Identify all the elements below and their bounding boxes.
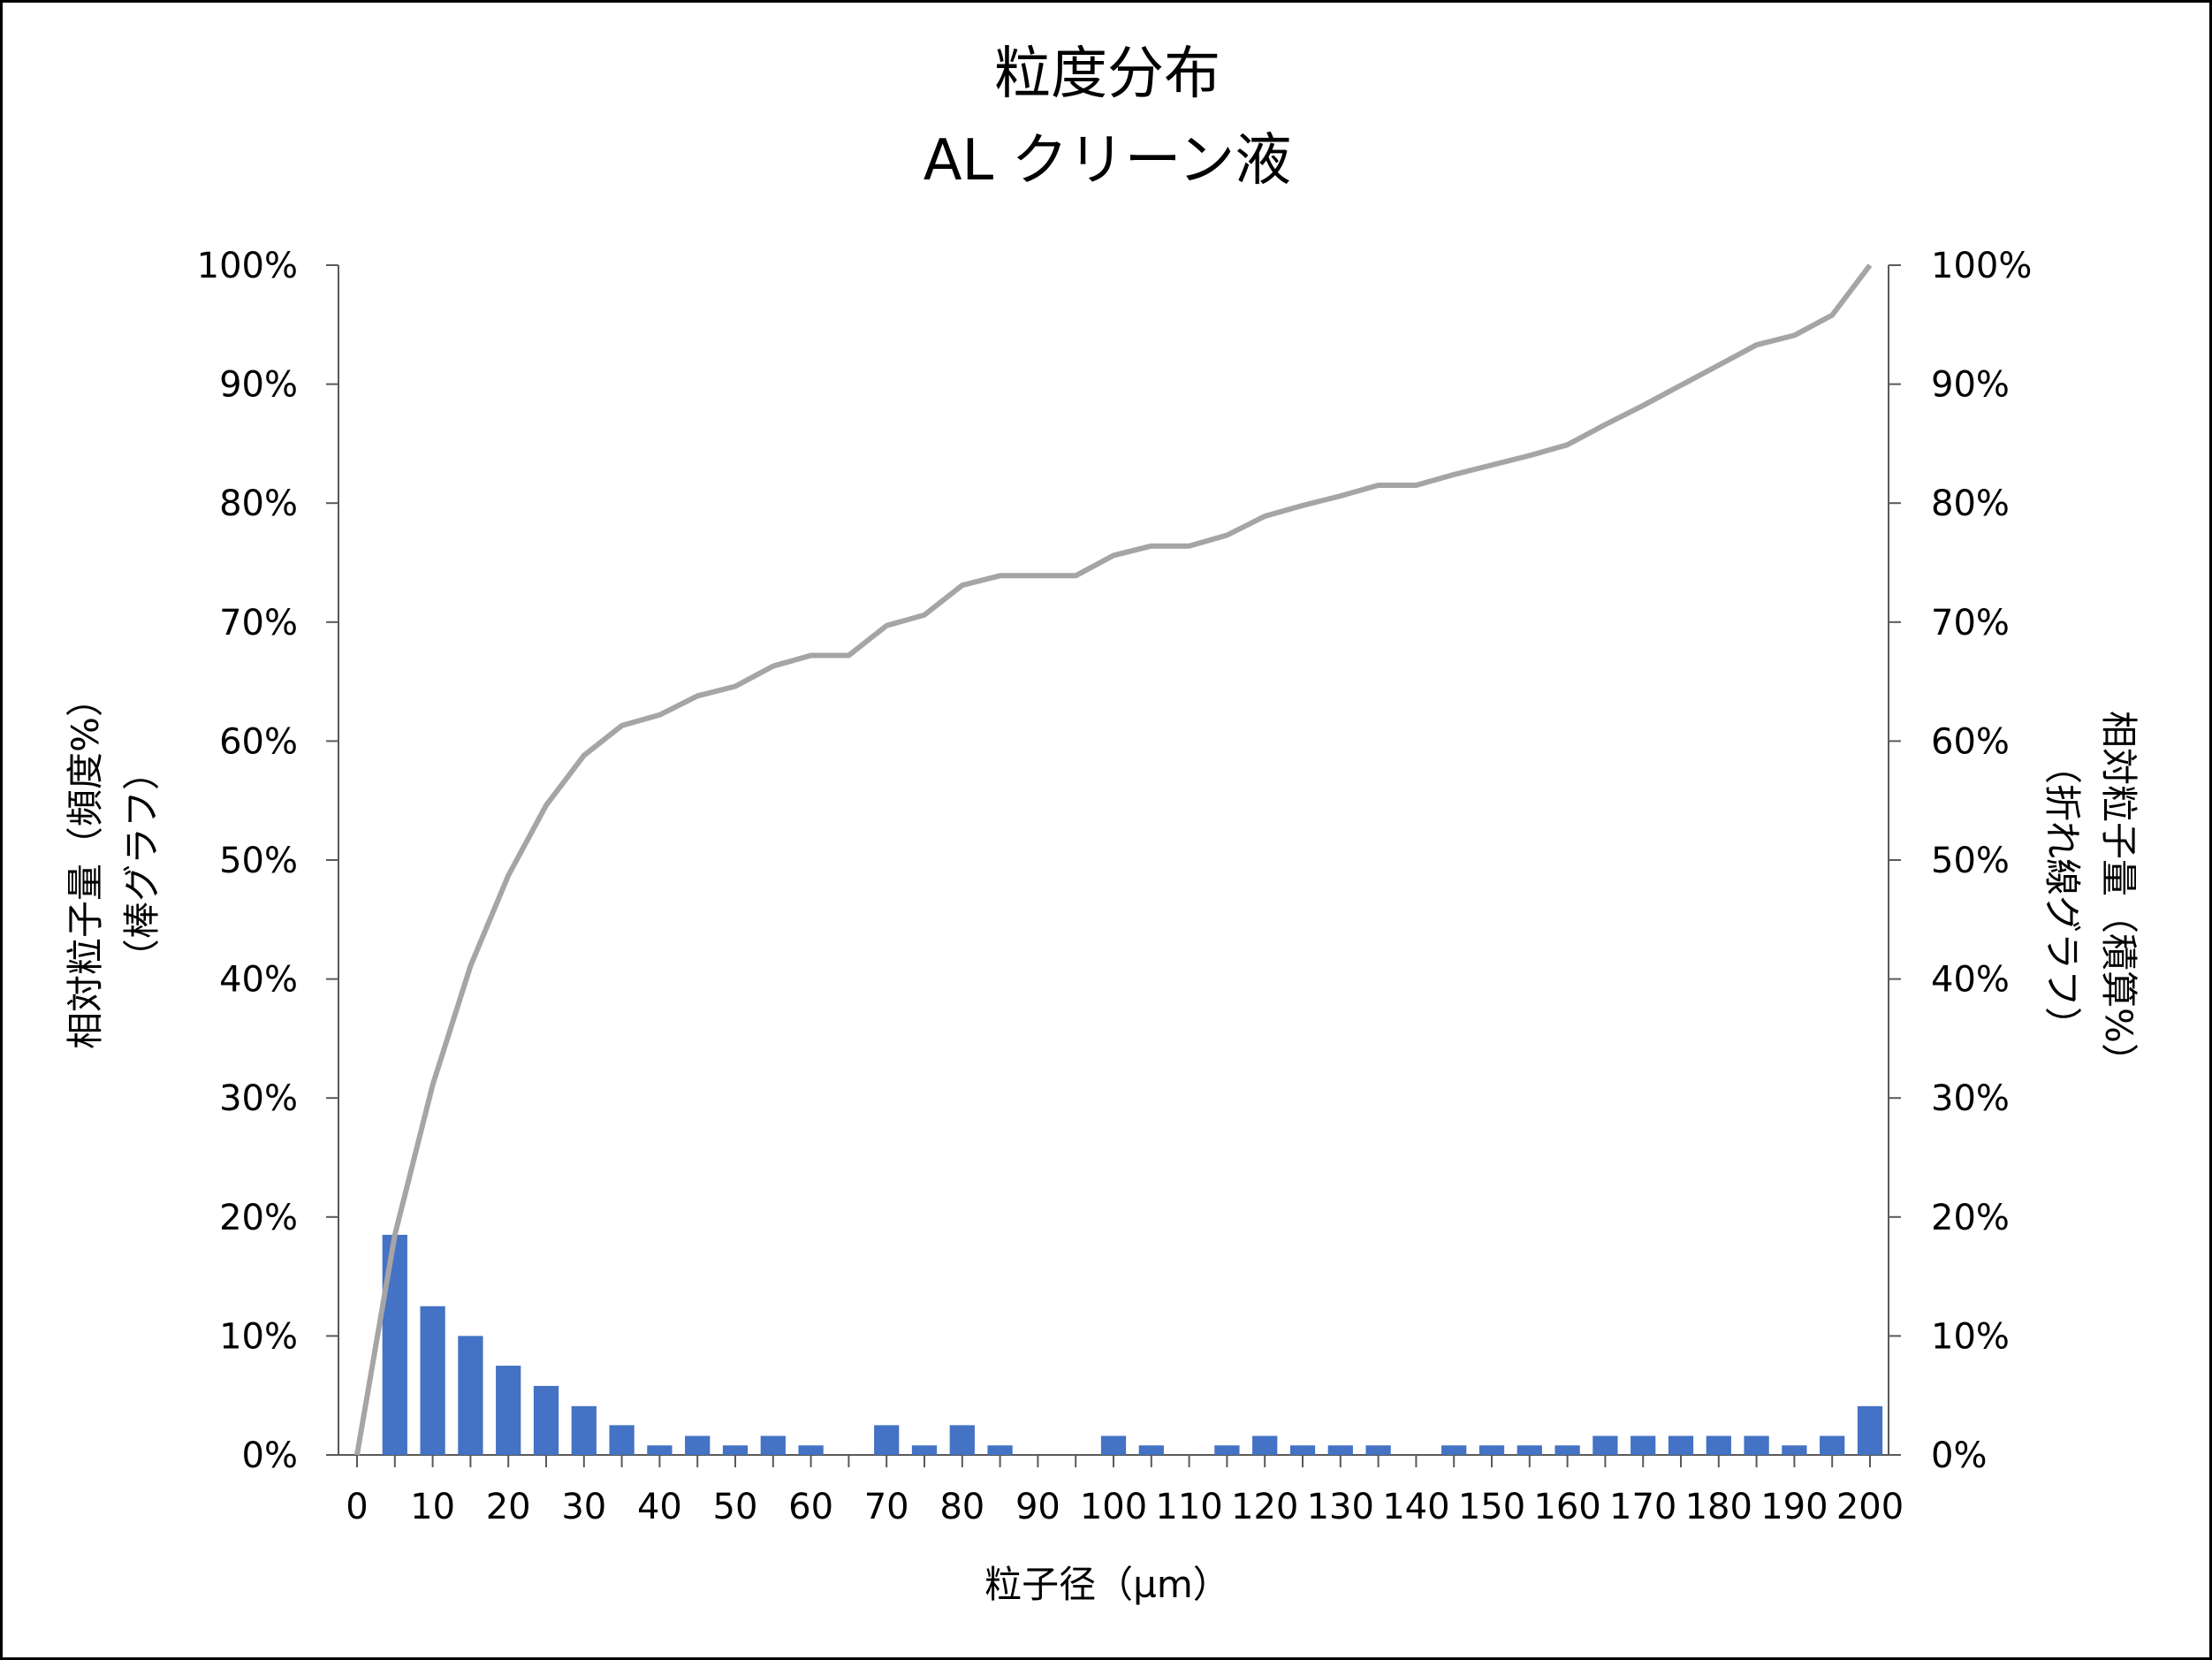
y-axis-title-right-line1: 相対粒子量（積算%） — [2097, 711, 2140, 1080]
chart-subtitle: AL クリーン液 — [924, 128, 1292, 194]
y-tick-labels-left: 0% 10% 20% 30% 40% 50% 60% 70% 80% 90% 100% — [197, 246, 298, 1476]
y-tick-label-right: 40% — [1931, 960, 2010, 1001]
x-tick-label: 100 — [1080, 1487, 1147, 1527]
x-tick-label: 120 — [1231, 1487, 1298, 1527]
bar — [1516, 1445, 1542, 1455]
y-tick-label-left: 50% — [219, 841, 298, 881]
bar — [1706, 1435, 1731, 1455]
bar — [533, 1385, 559, 1455]
y-axis-title-left-line1: 相対粒子量（頻度%） — [64, 680, 107, 1049]
y-tick-label-right: 0% — [1931, 1435, 1987, 1476]
x-tick-label: 180 — [1685, 1487, 1752, 1527]
x-tick-label: 20 — [486, 1487, 531, 1527]
y-tick-label-left: 40% — [219, 960, 298, 1001]
y-axis-title-right-line2: （折れ線グラフ） — [2041, 747, 2084, 1044]
bar — [685, 1435, 711, 1455]
x-tick-label: 110 — [1155, 1487, 1222, 1527]
y-tick-label-left: 30% — [219, 1078, 298, 1119]
bar — [1820, 1435, 1845, 1455]
axes — [326, 264, 1901, 1467]
bar — [1441, 1445, 1467, 1455]
bar — [798, 1445, 824, 1455]
bar — [949, 1425, 975, 1455]
y-tick-label-right: 30% — [1931, 1078, 2010, 1119]
x-axis-title: 粒子径（µm） — [984, 1563, 1230, 1606]
x-tick-label: 150 — [1458, 1487, 1525, 1527]
y-tick-label-left: 100% — [197, 246, 298, 286]
bar — [1252, 1435, 1278, 1455]
bar — [647, 1445, 673, 1455]
y-tick-label-right: 100% — [1931, 246, 2032, 286]
y-tick-label-left: 80% — [219, 484, 298, 524]
bar — [722, 1445, 749, 1455]
bar — [458, 1336, 483, 1455]
bar — [1289, 1445, 1316, 1455]
y-tick-label-right: 10% — [1931, 1316, 2010, 1357]
y-axis-title-left-line2: （棒グラフ） — [120, 753, 163, 976]
y-tick-label-left: 60% — [219, 721, 298, 762]
y-tick-label-left: 90% — [219, 365, 298, 406]
y-tick-label-right: 70% — [1931, 603, 2010, 643]
y-tick-label-left: 10% — [219, 1316, 298, 1357]
bar — [1214, 1445, 1240, 1455]
bar — [1554, 1445, 1580, 1455]
bar — [420, 1306, 445, 1455]
x-tick-label: 0 — [346, 1487, 368, 1527]
y-tick-label-right: 50% — [1931, 841, 2010, 881]
bar — [571, 1405, 597, 1455]
cumulative-line — [354, 263, 1873, 1456]
bar — [382, 1234, 407, 1455]
x-tick-label: 140 — [1382, 1487, 1449, 1527]
bar — [987, 1445, 1013, 1455]
y-tick-label-right: 60% — [1931, 721, 2010, 762]
x-tick-label: 60 — [788, 1487, 833, 1527]
chart-svg: 粒度分布 AL クリーン液 0 10 20 30 40 50 60 70 80 90 100 110 1… — [64, 42, 2140, 1606]
x-tick-label: 200 — [1836, 1487, 1904, 1527]
x-tick-label: 190 — [1760, 1487, 1828, 1527]
bar — [1592, 1435, 1618, 1455]
y-tick-label-right: 20% — [1931, 1198, 2010, 1238]
bar — [760, 1435, 786, 1455]
y-tick-labels-right: 0% 10% 20% 30% 40% 50% 60% 70% 80% 90% 100% — [1931, 246, 2032, 1476]
x-tick-label: 50 — [713, 1487, 758, 1527]
bar — [1782, 1445, 1807, 1455]
x-tick-label: 30 — [561, 1487, 606, 1527]
bar — [1365, 1445, 1391, 1455]
y-axis-title-right: 相対粒子量（積算%） （折れ線グラフ） — [2041, 711, 2140, 1080]
x-tick-labels: 0 10 20 30 40 50 60 70 80 90 100 110 120 130 140 150 160… — [346, 1487, 1904, 1527]
y-tick-label-right: 80% — [1931, 484, 2010, 524]
bar — [1668, 1435, 1694, 1455]
x-tick-label: 90 — [1015, 1487, 1060, 1527]
y-axis-title-left: 相対粒子量（頻度%） （棒グラフ） — [64, 680, 163, 1049]
bar — [496, 1366, 521, 1455]
bar — [1478, 1445, 1505, 1455]
y-tick-label-left: 70% — [219, 603, 298, 643]
bar — [911, 1445, 938, 1455]
bar — [1857, 1405, 1883, 1455]
x-tick-label: 160 — [1533, 1487, 1600, 1527]
x-tick-label: 80 — [939, 1487, 984, 1527]
bar — [1744, 1435, 1769, 1455]
x-tick-label: 70 — [864, 1487, 909, 1527]
line-series — [354, 263, 1873, 1456]
chart-title: 粒度分布 — [994, 42, 1220, 107]
x-tick-label: 130 — [1307, 1487, 1374, 1527]
bar — [1100, 1435, 1127, 1455]
x-tick-label: 170 — [1609, 1487, 1676, 1527]
x-tick-label: 40 — [637, 1487, 682, 1527]
bar — [1630, 1435, 1656, 1455]
y-tick-label-left: 0% — [242, 1435, 298, 1476]
bar — [874, 1425, 900, 1455]
bar — [609, 1425, 635, 1455]
bar-series — [382, 1234, 1883, 1455]
x-tick-label: 10 — [410, 1487, 455, 1527]
bar — [1138, 1445, 1164, 1455]
y-tick-label-right: 90% — [1931, 365, 2010, 406]
y-tick-label-left: 20% — [219, 1198, 298, 1238]
bar — [1327, 1445, 1353, 1455]
